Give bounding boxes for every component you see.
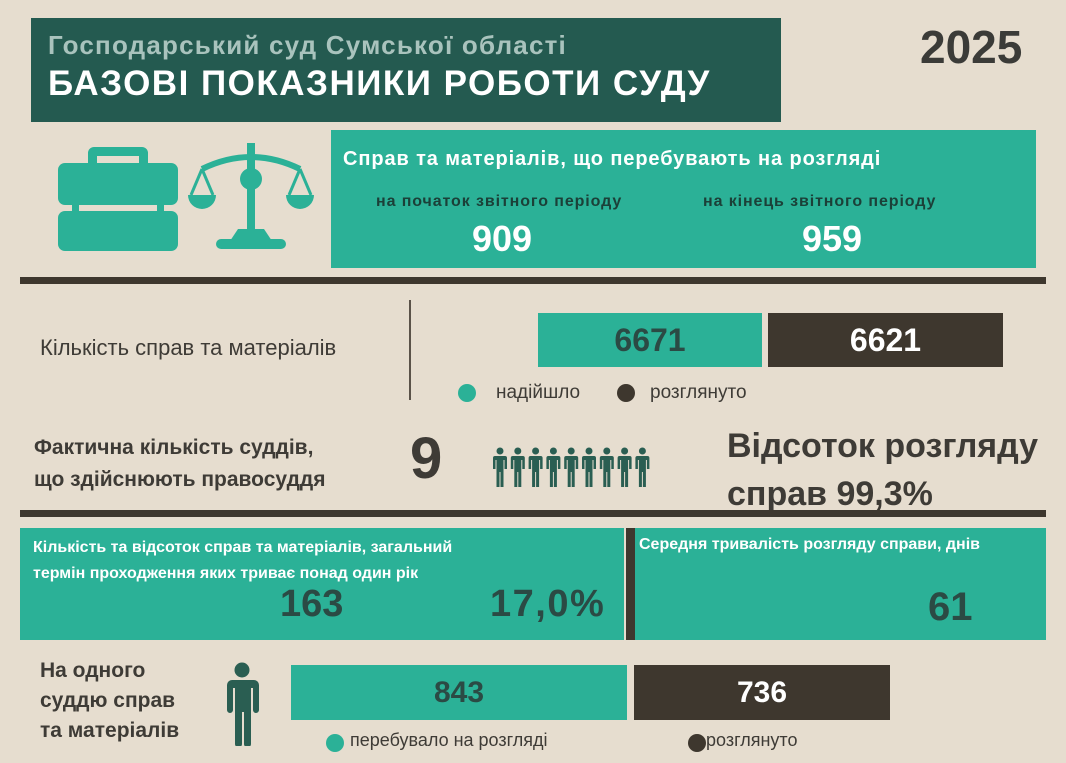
header-banner bbox=[31, 18, 781, 122]
reviewed-bar: 6621 bbox=[768, 313, 1003, 367]
received-bar: 6671 bbox=[538, 313, 762, 367]
year-label: 2025 bbox=[920, 21, 1023, 73]
briefcase-icon bbox=[58, 147, 178, 251]
per-judge-reviewed-bar: 736 bbox=[634, 665, 890, 720]
per-judge-label-line3: та матеріалів bbox=[40, 719, 180, 742]
per-judge-pending-value: 843 bbox=[433, 675, 485, 709]
per-judge-label-line1: На одного bbox=[40, 659, 146, 682]
received-value: 6671 bbox=[614, 321, 686, 358]
pending-panel bbox=[331, 130, 1036, 268]
judge-figure-icon bbox=[582, 447, 596, 487]
page-title: БАЗОВІ ПОКАЗНИКИ РОБОТИ СУДУ bbox=[48, 64, 711, 103]
long-cases-label-line1: Кількість та відсоток справ та матеріалі… bbox=[33, 539, 453, 556]
legend-pending-dot bbox=[326, 734, 344, 752]
cases-label: Кількість справ та матеріалів bbox=[40, 335, 337, 360]
legend-reviewed-dot bbox=[617, 384, 635, 402]
judges-label-line2: що здійснюють правосуддя bbox=[34, 468, 326, 491]
per-judge-reviewed-value: 736 bbox=[736, 675, 788, 709]
judges-count: 9 bbox=[410, 426, 443, 491]
judge-figure-icon bbox=[510, 447, 525, 487]
legend-received-dot bbox=[458, 384, 476, 402]
pending-end-label: на кінець звітного періоду bbox=[703, 193, 937, 210]
judge-figure-icon bbox=[599, 447, 614, 487]
judges-label-line1: Фактична кількість суддів, bbox=[34, 436, 314, 459]
legend-reviewed-label: розглянуто bbox=[650, 382, 747, 403]
review-rate-line1: Відсоток розгляду bbox=[727, 427, 1039, 465]
judges-label: Фактична кількість суддів, що здійснюють… bbox=[34, 432, 325, 496]
judge-figure-icon bbox=[635, 447, 650, 487]
legend-reviewed-label-2: розглянуто bbox=[706, 730, 798, 750]
duration-value: 61 bbox=[928, 585, 973, 629]
scales-icon bbox=[188, 143, 314, 249]
long-cases-label: Кількість та відсоток справ та матеріалі… bbox=[33, 535, 452, 587]
judge-figure-icon bbox=[617, 447, 632, 487]
long-cases-panel bbox=[20, 528, 624, 640]
per-judge-label-line2: суддю справ bbox=[40, 689, 176, 712]
vertical-divider bbox=[409, 300, 411, 400]
duration-label: Середня тривалість розгляду справи, днів bbox=[639, 536, 980, 553]
court-name: Господарський суд Сумської області bbox=[48, 30, 567, 60]
pending-title: Справ та матеріалів, що перебувають на р… bbox=[343, 148, 882, 170]
per-judge-pending-bar: 843 bbox=[291, 665, 627, 720]
divider bbox=[20, 510, 1046, 517]
long-cases-label-line2: термін проходження яких триває понад оди… bbox=[33, 565, 419, 582]
judge-figure-icon bbox=[564, 447, 579, 487]
per-judge-label: На одного суддю справ та матеріалів bbox=[40, 656, 179, 746]
divider bbox=[20, 277, 1046, 284]
judges-people-icons bbox=[493, 447, 650, 487]
judge-figure-icon bbox=[528, 447, 543, 487]
review-rate-line2: справ 99,3% bbox=[727, 475, 933, 513]
judge-figure-icon bbox=[546, 447, 561, 487]
legend-pending-label: перебувало на розгляді bbox=[350, 730, 548, 750]
legend-reviewed-dot bbox=[688, 734, 706, 752]
pending-start-value: 909 bbox=[472, 218, 533, 259]
panel-divider bbox=[626, 528, 635, 640]
person-icon bbox=[227, 662, 259, 746]
duration-panel bbox=[635, 528, 1046, 640]
pending-end-value: 959 bbox=[802, 218, 863, 259]
review-rate: Відсоток розгляду справ 99,3% bbox=[727, 422, 1038, 518]
reviewed-value: 6621 bbox=[849, 321, 922, 358]
long-cases-percent: 17,0% bbox=[490, 583, 606, 625]
judge-figure-icon bbox=[493, 447, 507, 487]
pending-start-label: на початок звітного періоду bbox=[376, 193, 623, 210]
long-cases-count: 163 bbox=[280, 583, 344, 625]
legend-received-label: надійшло bbox=[496, 382, 581, 403]
